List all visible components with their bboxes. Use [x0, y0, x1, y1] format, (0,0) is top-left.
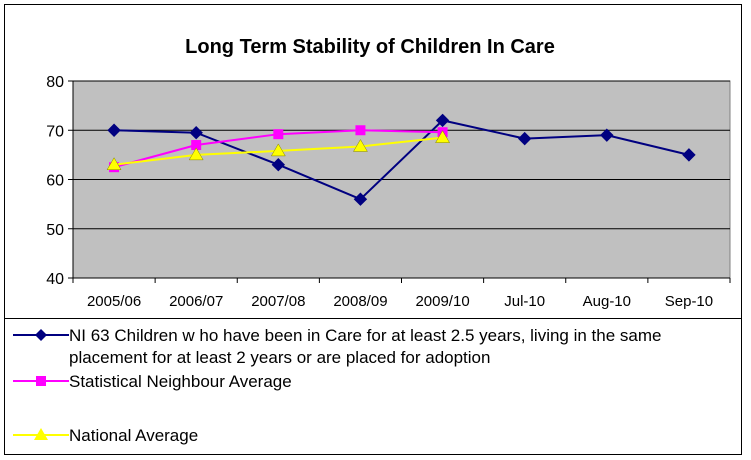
legend-label-ni63: NI 63 Children w ho have been in Care fo…	[69, 326, 662, 367]
x-tick-label: 2008/09	[333, 293, 387, 310]
series-0	[107, 113, 696, 206]
x-tick-label: Jul-10	[504, 293, 545, 310]
y-tick-label: 40	[46, 271, 64, 288]
x-tick-label: Sep-10	[665, 293, 713, 310]
x-tick-label: 2005/06	[87, 293, 141, 310]
x-tick-label: 2009/10	[415, 293, 469, 310]
square-marker-icon	[13, 376, 69, 386]
data-point	[106, 157, 122, 170]
data-point	[600, 128, 614, 142]
y-tick-label: 70	[46, 123, 64, 140]
x-tick-label: 2007/08	[251, 293, 305, 310]
data-point	[353, 139, 368, 152]
data-point	[435, 130, 450, 143]
y-tick-label: 60	[46, 173, 64, 190]
legend-item-ni63: NI 63 Children w ho have been in Care fo…	[13, 325, 709, 369]
legend-label-national-average: National Average	[69, 426, 199, 445]
data-point	[517, 131, 532, 146]
data-point	[435, 113, 450, 128]
series-layer	[106, 113, 696, 206]
data-point	[353, 192, 368, 206]
x-tick-label: Aug-10	[583, 293, 631, 310]
y-tick-label: 50	[46, 222, 64, 239]
data-point	[355, 125, 366, 136]
triangle-marker-icon	[13, 428, 69, 440]
line-chart: Long Term Stability of Children In Care …	[46, 36, 731, 310]
legend-item-statistical-neighbour: Statistical Neighbour Average	[13, 371, 292, 393]
legend-label-statistical-neighbour: Statistical Neighbour Average	[69, 372, 292, 391]
data-point	[270, 143, 286, 157]
chart-title: Long Term Stability of Children In Care	[185, 36, 555, 58]
legend-item-national-average: National Average	[13, 425, 198, 447]
legend: NI 63 Children w ho have been in Care fo…	[4, 318, 742, 455]
data-point	[189, 126, 203, 140]
x-tick-label: 2006/07	[169, 293, 223, 310]
series-line	[114, 119, 690, 201]
data-point	[682, 148, 696, 162]
y-tick-label: 80	[46, 74, 64, 91]
diamond-marker-icon	[13, 329, 69, 341]
axes: 40 50 60 70 80 2005/06 2006/07 2007/08 2008/09 20…	[46, 74, 731, 310]
data-point	[273, 129, 284, 140]
data-point	[271, 158, 286, 172]
data-point	[188, 147, 204, 161]
series-2	[106, 130, 450, 170]
data-point	[107, 123, 121, 137]
data-point	[191, 140, 202, 151]
